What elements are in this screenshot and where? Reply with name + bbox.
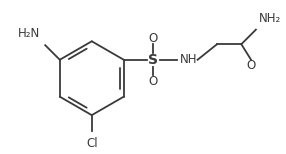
Text: Cl: Cl xyxy=(86,137,98,150)
Text: NH₂: NH₂ xyxy=(259,12,281,25)
Text: S: S xyxy=(148,53,158,67)
Text: H₂N: H₂N xyxy=(18,27,40,40)
Text: NH: NH xyxy=(180,53,198,66)
Text: O: O xyxy=(148,32,158,45)
Text: O: O xyxy=(247,59,256,72)
Text: O: O xyxy=(148,75,158,88)
